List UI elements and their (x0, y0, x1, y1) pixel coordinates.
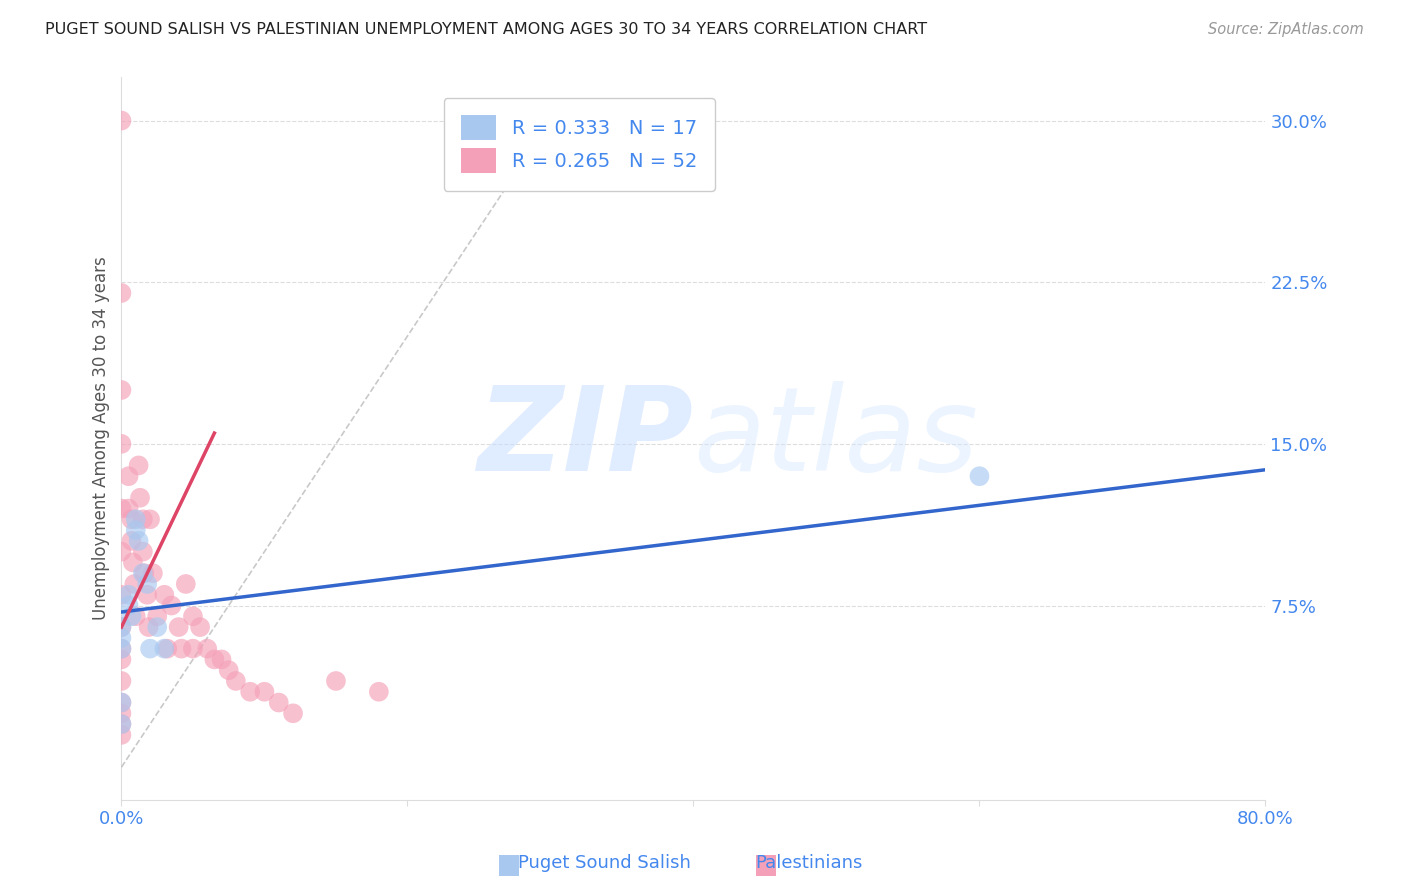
Point (170, 641, 193, 656)
Point (110, 544, 132, 558)
Point (125, 512, 148, 526)
Point (110, 437, 132, 451)
Point (128, 533, 150, 548)
Point (134, 566, 156, 581)
Point (110, 706, 132, 721)
Point (120, 533, 142, 548)
Point (132, 566, 155, 581)
Point (110, 641, 132, 656)
Point (153, 588, 176, 602)
Point (156, 641, 179, 656)
Point (367, 685, 389, 699)
Point (128, 458, 150, 473)
Point (211, 652, 233, 666)
Text: Palestinians: Palestinians (755, 855, 862, 872)
Point (188, 620, 211, 634)
Point (110, 620, 132, 634)
Point (138, 620, 160, 634)
Point (325, 673, 347, 688)
Point (110, 631, 132, 645)
Text: ZIP: ZIP (478, 381, 693, 496)
Point (167, 620, 190, 634)
Point (136, 577, 159, 591)
Point (239, 685, 262, 699)
Point (117, 599, 139, 613)
Point (110, 383, 132, 397)
Point (225, 673, 247, 688)
Point (218, 663, 240, 677)
Point (110, 696, 132, 710)
Point (969, 469, 991, 483)
Point (142, 566, 165, 581)
Point (181, 609, 204, 624)
Point (253, 685, 276, 699)
Point (132, 512, 155, 526)
Point (181, 641, 204, 656)
Legend: R = 0.333   N = 17, R = 0.265   N = 52: R = 0.333 N = 17, R = 0.265 N = 52 (444, 98, 714, 191)
Point (195, 641, 218, 656)
Point (146, 609, 169, 624)
Point (110, 285, 132, 300)
Point (110, 673, 132, 688)
Text: Puget Sound Salish: Puget Sound Salish (519, 855, 690, 872)
Point (139, 641, 162, 656)
Point (153, 641, 176, 656)
Point (117, 469, 139, 483)
Point (120, 512, 142, 526)
Point (174, 577, 197, 591)
Point (139, 512, 162, 526)
Text: PUGET SOUND SALISH VS PALESTINIAN UNEMPLOYMENT AMONG AGES 30 TO 34 YEARS CORRELA: PUGET SOUND SALISH VS PALESTINIAN UNEMPL… (45, 22, 927, 37)
Point (110, 113, 132, 128)
Point (122, 556, 145, 570)
Point (110, 717, 132, 731)
Point (124, 577, 146, 591)
Point (267, 696, 290, 710)
Point (110, 717, 132, 731)
Point (281, 706, 304, 721)
Point (120, 609, 142, 624)
Point (125, 523, 148, 537)
Point (146, 620, 169, 634)
Text: atlas: atlas (693, 382, 979, 495)
Point (110, 696, 132, 710)
Point (202, 652, 225, 666)
Point (110, 620, 132, 634)
Point (129, 491, 152, 505)
Point (110, 501, 132, 516)
Point (117, 501, 139, 516)
Point (136, 588, 159, 602)
Y-axis label: Unemployment Among Ages 30 to 34 years: Unemployment Among Ages 30 to 34 years (93, 257, 110, 620)
Point (110, 588, 132, 602)
Point (117, 588, 139, 602)
Text: Source: ZipAtlas.com: Source: ZipAtlas.com (1208, 22, 1364, 37)
Point (110, 728, 132, 742)
Point (110, 652, 132, 666)
Point (160, 599, 183, 613)
Point (132, 544, 155, 558)
Point (125, 609, 148, 624)
Point (110, 641, 132, 656)
